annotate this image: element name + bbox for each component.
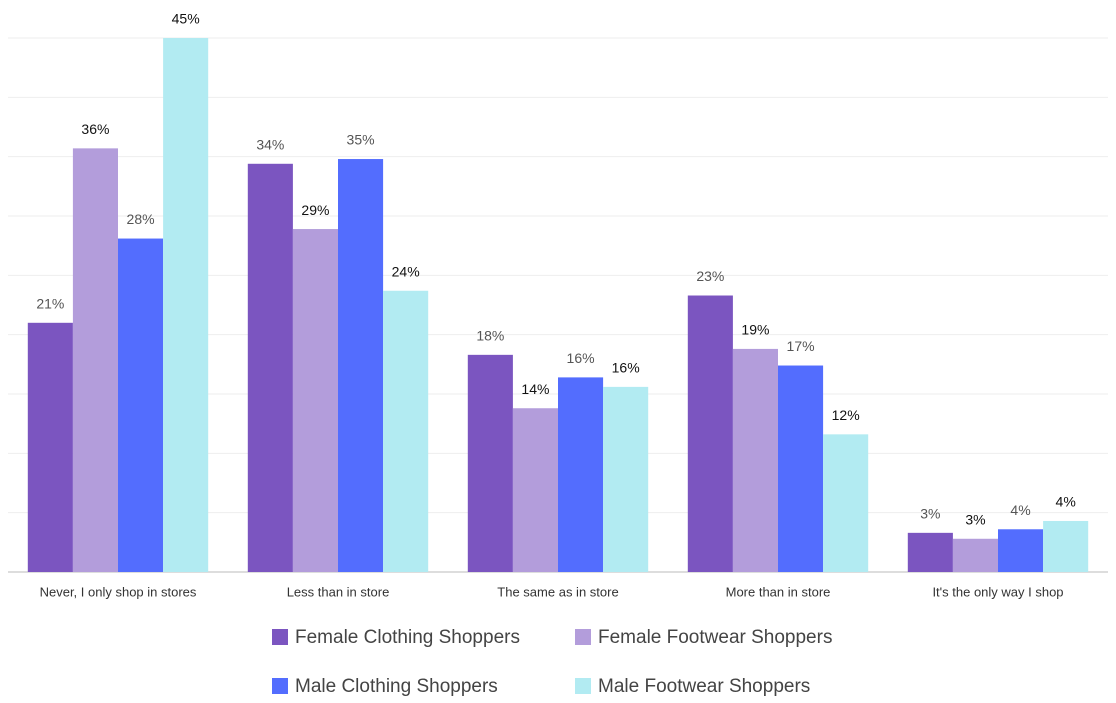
legend-swatch — [575, 678, 591, 694]
value-label: 21% — [36, 296, 64, 312]
legend-label: Female Clothing Shoppers — [295, 627, 520, 648]
legend-swatch — [272, 678, 288, 694]
value-label: 16% — [567, 350, 595, 366]
value-label: 18% — [476, 328, 504, 344]
bar — [247, 163, 293, 572]
bar — [72, 148, 118, 573]
value-label: 34% — [256, 136, 284, 152]
value-label: 36% — [81, 121, 109, 137]
bar — [732, 348, 778, 572]
bar — [512, 408, 558, 572]
bar — [467, 354, 513, 572]
legend-swatch — [575, 629, 591, 645]
x-tick-label: Less than in store — [287, 584, 390, 599]
value-label: 28% — [127, 211, 155, 227]
value-label: 14% — [521, 381, 549, 397]
value-label: 35% — [347, 132, 375, 148]
value-label: 19% — [741, 322, 769, 338]
value-label: 23% — [696, 268, 724, 284]
legend-label: Male Clothing Shoppers — [295, 676, 498, 697]
legend-swatch — [272, 629, 288, 645]
bar — [603, 386, 649, 572]
value-label: 17% — [787, 338, 815, 354]
bar — [163, 38, 209, 572]
bar — [27, 322, 73, 572]
x-tick-label: It's the only way I shop — [932, 584, 1063, 599]
legend-label: Male Footwear Shoppers — [598, 676, 810, 697]
bar — [998, 529, 1044, 572]
value-label: 16% — [612, 360, 640, 376]
bar — [383, 290, 429, 572]
value-label: 3% — [965, 511, 985, 527]
bar — [823, 434, 869, 572]
bar — [687, 295, 733, 572]
value-label: 45% — [172, 11, 200, 27]
bar — [952, 538, 998, 572]
bar — [292, 229, 338, 572]
x-tick-label: More than in store — [726, 584, 831, 599]
legend-label: Female Footwear Shoppers — [598, 627, 832, 648]
bar — [558, 377, 604, 572]
value-label: 29% — [301, 202, 329, 218]
value-label: 12% — [832, 407, 860, 423]
value-label: 3% — [920, 506, 940, 522]
value-label: 4% — [1056, 494, 1076, 510]
bar — [338, 159, 384, 573]
bar — [118, 238, 164, 572]
value-label: 4% — [1010, 502, 1030, 518]
x-tick-label: The same as in store — [497, 584, 618, 599]
bar — [778, 365, 824, 572]
bar — [1043, 520, 1089, 572]
x-tick-label: Never, I only shop in stores — [40, 584, 197, 599]
bar — [907, 532, 953, 572]
value-label: 24% — [392, 263, 420, 279]
